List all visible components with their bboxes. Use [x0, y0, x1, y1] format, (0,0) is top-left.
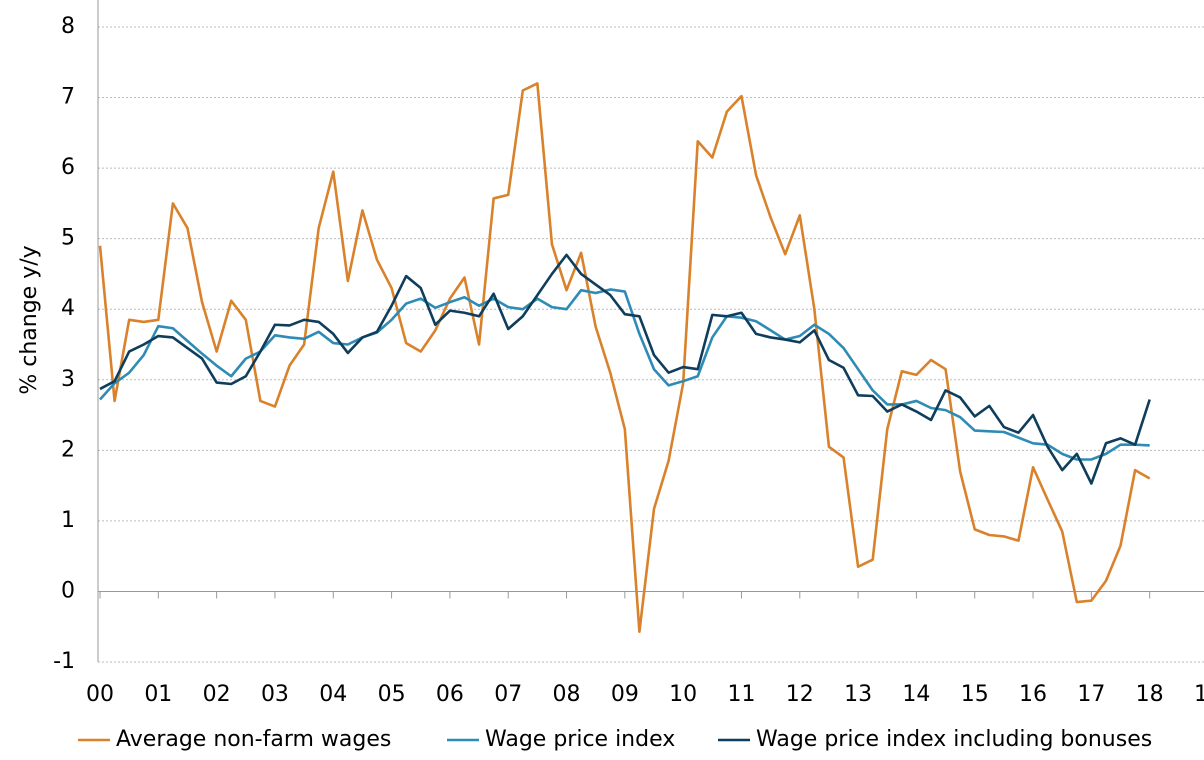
x-tick-label: 17	[1077, 682, 1105, 707]
x-tick-label: 15	[961, 682, 989, 707]
legend-label: Wage price index including bonuses	[756, 727, 1152, 752]
x-tick-label: 02	[203, 682, 231, 707]
series-line	[98, 82, 1151, 633]
y-tick-label: -1	[53, 649, 75, 674]
y-tick-label: 2	[61, 437, 75, 462]
y-tick-label: 1	[61, 508, 75, 533]
x-tick-label: 16	[1019, 682, 1047, 707]
x-tick-label: 19	[1194, 682, 1204, 707]
x-tick-label: 09	[611, 682, 639, 707]
x-tick-label: 08	[553, 682, 581, 707]
x-tick-label: 05	[378, 682, 406, 707]
x-tick-label: 18	[1136, 682, 1164, 707]
y-axis-label: % change y/y	[17, 245, 42, 394]
y-tick-label: 6	[61, 155, 75, 180]
y-tick-label: 5	[61, 226, 75, 251]
series-line	[99, 288, 1150, 461]
y-tick-label: 3	[61, 367, 75, 392]
x-tick-label: 13	[844, 682, 872, 707]
x-tick-label: 00	[86, 682, 114, 707]
x-tick-label: 04	[319, 682, 347, 707]
x-tick-label: 06	[436, 682, 464, 707]
x-tick-label: 11	[727, 682, 755, 707]
y-tick-label: 8	[61, 14, 75, 39]
legend-label: Average non-farm wages	[116, 727, 391, 752]
y-tick-label: 0	[61, 578, 75, 603]
x-tick-label: 03	[261, 682, 289, 707]
legend-label: Wage price index	[485, 727, 675, 752]
x-tick-label: 14	[902, 682, 930, 707]
y-tick-label: 4	[61, 296, 75, 321]
x-tick-label: 12	[786, 682, 814, 707]
x-tick-label: 07	[494, 682, 522, 707]
y-tick-label: 7	[61, 85, 75, 110]
x-tick-label: 01	[144, 682, 172, 707]
x-tick-label: 10	[669, 682, 697, 707]
series-line	[99, 253, 1151, 485]
